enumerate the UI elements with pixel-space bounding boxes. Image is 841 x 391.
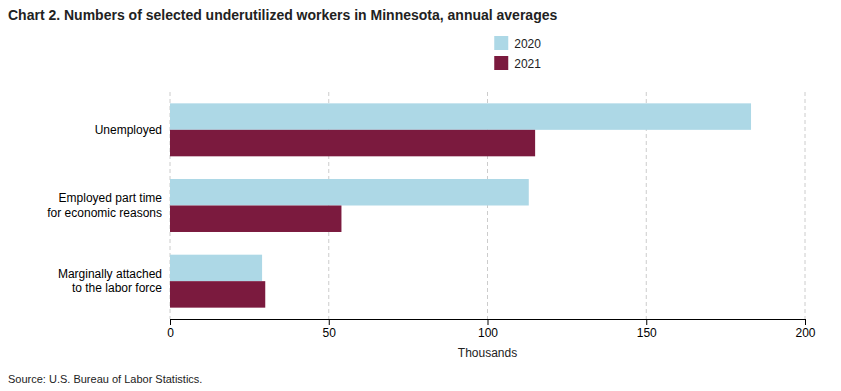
y-axis: Unemployed Employed part timefor economic… [47, 123, 170, 296]
chart: Chart 2. Numbers of selected underutiliz… [0, 0, 841, 391]
tick-label: 200 [795, 326, 815, 340]
tick-mark [646, 319, 647, 325]
bar [170, 281, 265, 307]
tick: 0 [167, 319, 174, 340]
tick-label: 150 [637, 326, 657, 340]
axis-line [171, 320, 806, 326]
grid [170, 92, 805, 319]
tick: 150 [637, 319, 657, 340]
bar [170, 206, 341, 232]
legend-label: 2021 [514, 57, 541, 71]
plot: 0 50 100 150 200 Thousands Unemployed Employed … [47, 92, 816, 360]
tick-mark [329, 319, 330, 325]
bar [170, 130, 535, 156]
legend-item: 2020 [494, 36, 541, 51]
title: Chart 2. Numbers of selected underutiliz… [8, 7, 557, 23]
tick-mark [170, 319, 171, 325]
bars [170, 103, 751, 307]
bar [170, 103, 751, 129]
tick-label: Employed part timefor economic reasons [47, 191, 162, 219]
tick: 200 [795, 319, 815, 340]
tick: 50 [323, 319, 337, 340]
x-axis-title: Thousands [458, 346, 517, 360]
grid-line [805, 92, 806, 319]
tick: Marginally attachedto the labor force [58, 267, 170, 295]
tick-label: 0 [167, 326, 174, 340]
tick: Employed part timefor economic reasons [47, 191, 170, 219]
tick: Unemployed [95, 123, 170, 137]
legend-label: 2020 [514, 37, 541, 51]
annotation: Source: U.S. Bureau of Labor Statistics. [8, 373, 202, 385]
legend-swatch [494, 56, 508, 70]
legend-swatch [494, 36, 508, 50]
tick-mark [488, 319, 489, 325]
bar [170, 179, 529, 205]
tick: 100 [478, 319, 498, 340]
tick-label: 100 [478, 326, 498, 340]
tick-label: Unemployed [95, 123, 162, 137]
tick-label: 50 [323, 326, 337, 340]
tick-label: Marginally attachedto the labor force [58, 267, 162, 295]
legend: 2020 2021 [494, 36, 541, 71]
tick-mark [805, 319, 806, 325]
legend-item: 2021 [494, 56, 541, 71]
bar [170, 255, 262, 281]
x-axis: 0 50 100 150 200 [167, 319, 816, 340]
